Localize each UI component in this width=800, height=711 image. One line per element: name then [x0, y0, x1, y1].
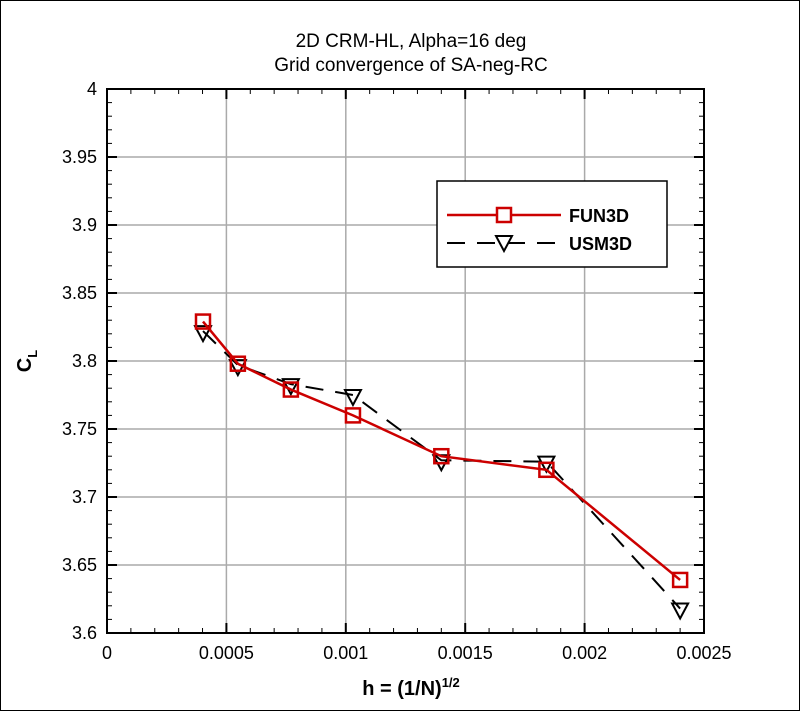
x-tick-label: 0.0025	[676, 643, 731, 663]
data-point-fun3d	[433, 447, 450, 465]
data-point-usm3d	[343, 389, 363, 408]
data-point-usm3d	[228, 359, 248, 378]
grid	[106, 88, 705, 634]
series-line-fun3d	[202, 320, 681, 581]
data-point-usm3d	[536, 455, 557, 474]
y-tick-label: 3.95	[62, 147, 97, 167]
legend-marker-square-icon	[495, 206, 513, 224]
x-tick-label: 0	[102, 643, 112, 663]
y-tick-label: 3.7	[72, 487, 97, 507]
x-axis-label: h = (1/N)1/2	[362, 675, 460, 700]
legend-label-usm3d: USM3D	[569, 234, 632, 254]
data-point-usm3d	[193, 325, 213, 344]
legend: FUN3D USM3D	[436, 180, 668, 268]
x-tick-label: 0.001	[323, 643, 368, 663]
x-tick-label: 0.0005	[199, 643, 254, 663]
x-tick-label: 0.0015	[438, 643, 493, 663]
data-point-fun3d	[229, 355, 247, 372]
y-tick-label: 3.75	[62, 419, 97, 439]
ticks: 0 0.0005 0.001 0.0015 0.002 0.0025 3.6 3.65 3.7 3…	[62, 79, 732, 663]
series-layer	[193, 313, 690, 621]
data-point-fun3d	[538, 461, 555, 479]
y-tick-label: 4	[87, 79, 97, 99]
data-point-fun3d	[344, 407, 362, 424]
data-point-usm3d	[670, 602, 690, 621]
y-tick-label: 3.9	[72, 215, 97, 235]
y-tick-label: 3.85	[62, 283, 97, 303]
y-axis-label: CL	[14, 350, 40, 372]
y-tick-label: 3.65	[62, 555, 97, 575]
chart-title-line-1: 2D CRM-HL, Alpha=16 deg	[296, 31, 527, 52]
y-tick-label: 3.6	[72, 623, 97, 643]
data-point-fun3d	[194, 313, 212, 330]
y-tick-label: 3.8	[72, 351, 97, 371]
x-tick-label: 0.002	[562, 643, 607, 663]
chart-title-line-2: Grid convergence of SA-neg-RC	[274, 55, 548, 76]
legend-marker-triangle-icon	[494, 235, 514, 254]
data-point-fun3d	[671, 571, 689, 589]
legend-box	[436, 180, 668, 268]
legend-label-fun3d: FUN3D	[569, 206, 629, 226]
data-point-fun3d	[282, 381, 300, 398]
